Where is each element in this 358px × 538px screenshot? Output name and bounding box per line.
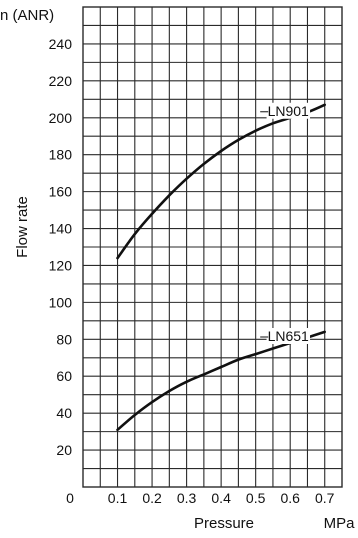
series-label-backing <box>266 102 311 119</box>
grid-layer <box>82 6 343 488</box>
x-tick-label: 0.2 <box>142 490 162 506</box>
y-tick-label: 40 <box>56 405 72 421</box>
y-tick-label: 240 <box>49 36 73 52</box>
y-tick-label: 80 <box>56 331 72 347</box>
x-tick-label: 0.6 <box>280 490 300 506</box>
y-tick-label: 20 <box>56 442 72 458</box>
y-tick-label: 180 <box>49 147 73 163</box>
x-tick-label: 0.1 <box>108 490 128 506</box>
series-label-ln651: LN651 <box>268 328 309 344</box>
y-tick-label: 160 <box>49 184 73 200</box>
x-axis-label: Pressure <box>194 515 254 532</box>
x-tick-label: 0.3 <box>177 490 197 506</box>
x-axis-unit: MPa <box>324 515 356 532</box>
x-tick-label: 0.5 <box>246 490 266 506</box>
y-unit-label: n (ANR) <box>0 7 54 24</box>
y-tick-label: 140 <box>49 221 73 237</box>
y-tick-label: 220 <box>49 73 73 89</box>
series-label-ln901: LN901 <box>268 103 309 119</box>
label-layer: n (ANR) Flow rate Pressure MPa 20 40 60 80 1… <box>0 7 355 532</box>
x-tick-label: 0.7 <box>315 490 335 506</box>
x-tick-label: 0.4 <box>211 490 231 506</box>
y-tick-label: 120 <box>49 257 73 273</box>
y-tick-label: 200 <box>49 110 73 126</box>
y-tick-label: 60 <box>56 368 72 384</box>
y-axis-label: Flow rate <box>14 196 31 258</box>
x-tick-label: 0 <box>66 490 74 506</box>
y-tick-label: 100 <box>49 294 73 310</box>
series-label-backing <box>266 328 311 344</box>
